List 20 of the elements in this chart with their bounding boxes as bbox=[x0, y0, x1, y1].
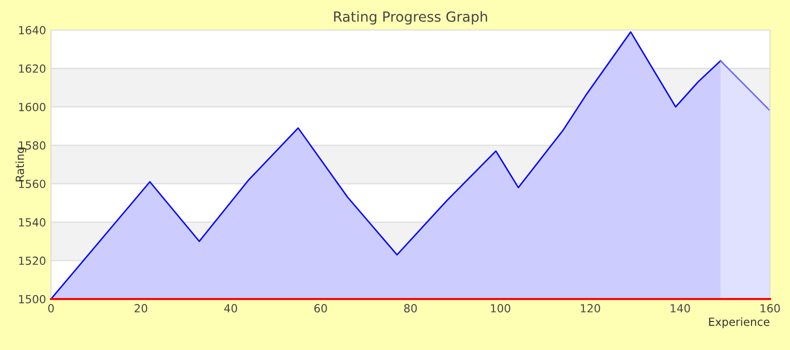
y-tick-label: 1640 bbox=[19, 26, 46, 34]
x-tick-label: 100 bbox=[490, 304, 510, 312]
x-tick-label: 140 bbox=[670, 304, 690, 312]
x-tick-label: 160 bbox=[760, 304, 780, 312]
x-axis-title: Experience bbox=[709, 317, 770, 328]
y-tick-label: 1540 bbox=[19, 218, 46, 227]
chart-title: Rating Progress Graph bbox=[334, 11, 488, 25]
y-tick-label: 1580 bbox=[19, 141, 46, 150]
y-tick-label: 1500 bbox=[19, 294, 46, 304]
y-tick-label: 1620 bbox=[19, 64, 46, 73]
y-tick-label: 1600 bbox=[19, 102, 46, 112]
x-tick-label: 0 bbox=[48, 304, 54, 312]
y-tick-label: 1560 bbox=[19, 180, 46, 188]
x-tick-label: 60 bbox=[314, 304, 327, 312]
x-tick-label: 80 bbox=[404, 304, 417, 312]
x-tick-label: 40 bbox=[224, 304, 238, 312]
x-tick-label: 20 bbox=[134, 304, 148, 312]
x-tick-label: 120 bbox=[580, 304, 600, 312]
y-axis-title: Rating bbox=[15, 148, 26, 182]
y-tick-label: 1520 bbox=[19, 256, 46, 265]
